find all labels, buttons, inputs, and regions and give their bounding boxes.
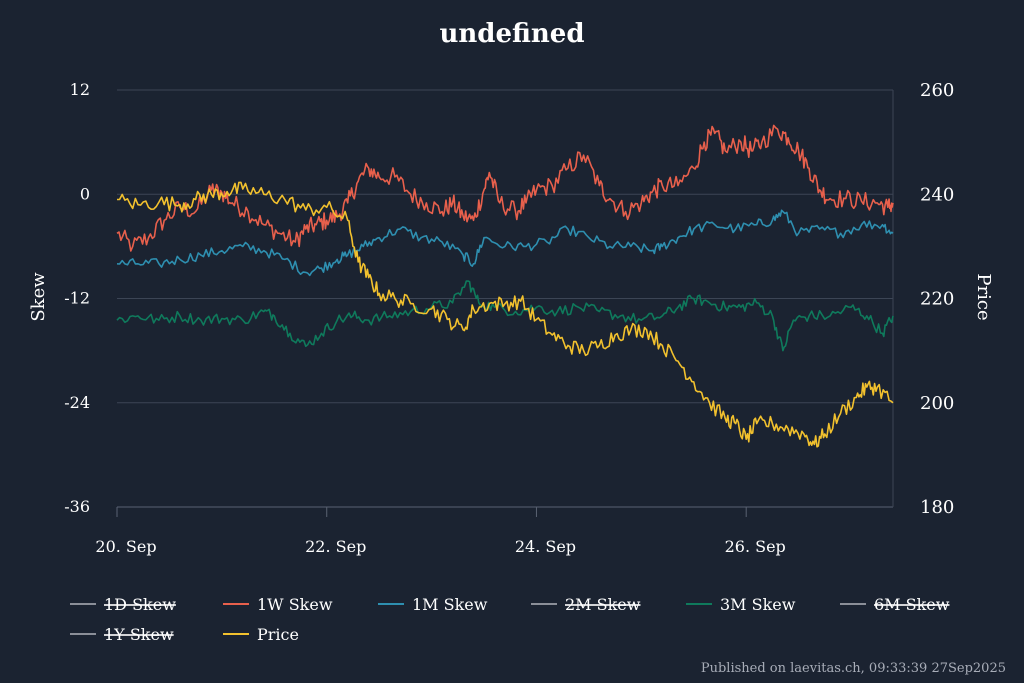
left-tick-label: 12 — [70, 80, 90, 99]
x-tick-label: 22. Sep — [305, 537, 366, 556]
left-axis-title: Skew — [28, 272, 49, 322]
left-tick-label: -12 — [64, 289, 90, 308]
legend-label: 2M Skew — [565, 595, 641, 614]
legend-item-price[interactable]: Price — [223, 625, 299, 644]
legend-item-6m-skew[interactable]: 6M Skew — [840, 595, 950, 614]
left-tick-label: 0 — [80, 184, 90, 203]
series-layer — [116, 124, 894, 448]
legend-item-3m-skew[interactable]: 3M Skew — [686, 595, 796, 614]
series-line-3m-skew — [116, 280, 894, 352]
chart-title: undefined — [439, 19, 584, 49]
right-axis-ticks: 260 240 220 200 180 — [920, 80, 954, 518]
legend-item-1d-skew[interactable]: 1D Skew — [70, 595, 176, 614]
legend-item-1w-skew[interactable]: 1W Skew — [223, 595, 333, 614]
x-axis-ticks: 20. Sep 22. Sep 24. Sep 26. Sep — [95, 507, 786, 556]
legend-label: 6M Skew — [874, 595, 950, 614]
legend-item-1y-skew[interactable]: 1Y Skew — [70, 625, 174, 644]
series-line-1w-skew — [116, 124, 894, 252]
legend-item-1m-skew[interactable]: 1M Skew — [378, 595, 488, 614]
right-tick-label: 220 — [920, 289, 954, 310]
legend-item-2m-skew[interactable]: 2M Skew — [531, 595, 641, 614]
series-line-price — [116, 181, 894, 448]
legend-label: 1D Skew — [104, 595, 176, 614]
left-axis-ticks: 12 0 -12 -24 -36 — [64, 80, 90, 516]
x-tick-label: 26. Sep — [725, 537, 786, 556]
credit-text: Published on laevitas.ch, 09:33:39 27Sep… — [701, 661, 1006, 676]
right-tick-label: 240 — [920, 184, 954, 205]
right-tick-label: 180 — [920, 497, 954, 518]
right-tick-label: 200 — [920, 393, 954, 414]
legend-label: 1W Skew — [257, 595, 333, 614]
left-tick-label: -36 — [64, 497, 90, 516]
grid-lines — [117, 89, 894, 508]
legend-label: 3M Skew — [720, 595, 796, 614]
legend: 1D Skew 1W Skew 1M Skew 2M Skew 3M Skew 6M Sk… — [70, 595, 950, 644]
x-tick-label: 24. Sep — [515, 537, 576, 556]
legend-label: Price — [257, 625, 299, 644]
legend-label: 1M Skew — [412, 595, 488, 614]
series-line-1m-skew — [116, 209, 894, 277]
right-axis-title: Price — [973, 273, 994, 320]
right-tick-label: 260 — [920, 80, 954, 101]
x-tick-label: 20. Sep — [95, 537, 156, 556]
left-tick-label: -24 — [64, 393, 90, 412]
legend-label: 1Y Skew — [104, 625, 174, 644]
